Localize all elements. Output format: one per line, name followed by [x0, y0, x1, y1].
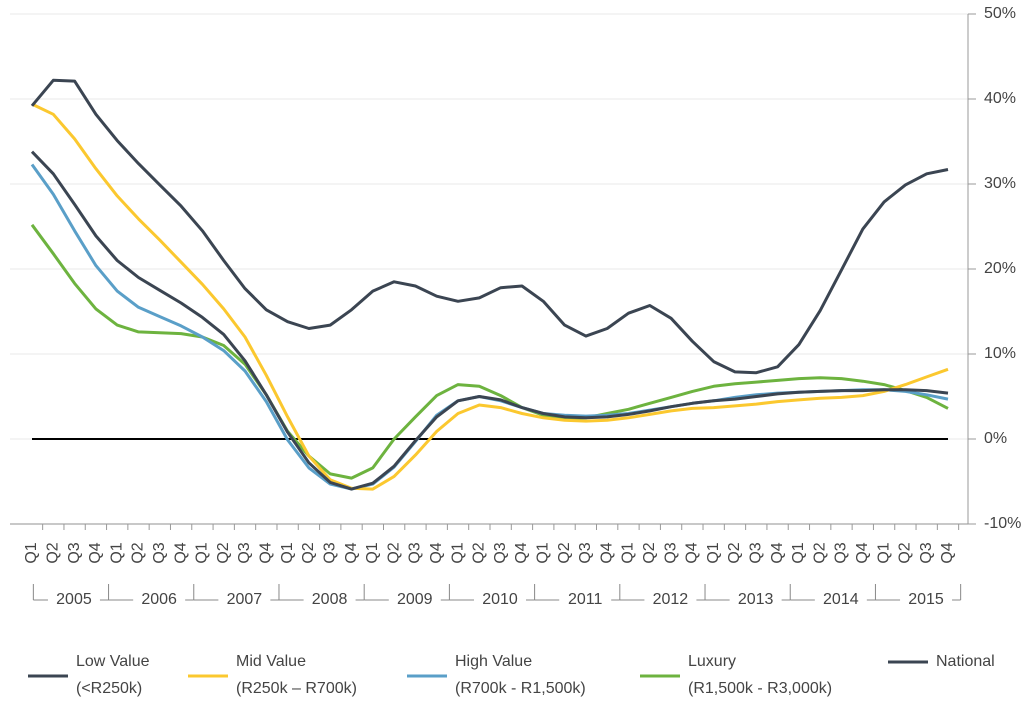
x-tick-label: Q2	[471, 542, 488, 563]
x-tick-label: Q2	[897, 542, 914, 563]
legend-label: Luxury	[688, 653, 736, 670]
x-tick-label: Q4	[939, 542, 956, 563]
x-tick-label: Q2	[641, 542, 658, 563]
x-tick-label: Q4	[258, 542, 275, 563]
x-tick-label: Q1	[279, 542, 296, 563]
x-tick-label: Q3	[236, 542, 253, 563]
legend-label: Mid Value	[236, 653, 306, 670]
x-tick-label: Q2	[556, 542, 573, 563]
x-tick-label: Q4	[428, 542, 445, 563]
x-tick-label: Q2	[130, 542, 147, 563]
y-tick-label: 20%	[984, 260, 1016, 277]
legend-label: Low Value	[76, 653, 150, 670]
x-group-label: 2005	[56, 591, 92, 608]
x-tick-label: Q1	[875, 542, 892, 563]
y-tick-label: 30%	[984, 175, 1016, 192]
legend-label: National	[936, 653, 995, 670]
x-tick-label: Q3	[492, 542, 509, 563]
series-line	[30, 223, 949, 480]
x-tick-label: Q1	[364, 542, 381, 563]
series-line	[30, 150, 949, 491]
y-tick-label: 10%	[984, 345, 1016, 362]
x-group-label: 2006	[141, 591, 177, 608]
x-tick-label: Q4	[684, 542, 701, 563]
x-tick-label: Q2	[811, 542, 828, 563]
x-tick-label: Q1	[194, 542, 211, 563]
x-tick-label: Q2	[726, 542, 743, 563]
x-tick-label: Q1	[23, 542, 40, 563]
x-tick-label: Q4	[172, 542, 189, 563]
y-tick-label: 40%	[984, 90, 1016, 107]
x-tick-label: Q1	[449, 542, 466, 563]
x-tick-label: Q1	[705, 542, 722, 563]
x-group-label: 2011	[568, 591, 603, 608]
legend-label: (<R250k)	[76, 680, 142, 697]
x-tick-label: Q2	[300, 542, 317, 563]
x-group-label: 2014	[823, 591, 859, 608]
x-tick-label: Q3	[407, 542, 424, 563]
legend-label: High Value	[455, 653, 532, 670]
x-tick-label: Q2	[385, 542, 402, 563]
x-tick-label: Q1	[534, 542, 551, 563]
x-tick-label: Q3	[918, 542, 935, 563]
x-group-label: 2008	[312, 591, 348, 608]
x-tick-label: Q1	[108, 542, 125, 563]
x-tick-label: Q3	[747, 542, 764, 563]
x-group-label: 2007	[227, 591, 263, 608]
legend-label: (R250k – R700k)	[236, 680, 357, 697]
x-tick-label: Q2	[45, 542, 62, 563]
x-tick-label: Q3	[66, 542, 83, 563]
x-tick-label: Q3	[321, 542, 338, 563]
x-tick-label: Q4	[87, 542, 104, 563]
y-tick-label: -10%	[984, 515, 1021, 532]
x-tick-label: Q1	[620, 542, 637, 563]
series-line	[31, 102, 949, 491]
x-tick-label: Q4	[854, 542, 871, 563]
x-group-label: 2013	[738, 591, 774, 608]
legend-label: (R700k - R1,500k)	[455, 680, 586, 697]
series-line	[30, 78, 949, 375]
x-group-label: 2010	[482, 591, 518, 608]
x-tick-label: Q3	[577, 542, 594, 563]
legend-label: (R1,500k - R3,000k)	[688, 680, 832, 697]
x-tick-label: Q3	[662, 542, 679, 563]
x-tick-label: Q2	[215, 542, 232, 563]
x-tick-label: Q4	[513, 542, 530, 563]
x-tick-label: Q4	[598, 542, 615, 563]
x-group-label: 2009	[397, 591, 433, 608]
x-tick-label: Q1	[790, 542, 807, 563]
x-tick-label: Q3	[833, 542, 850, 563]
x-group-label: 2012	[653, 591, 689, 608]
x-tick-label: Q4	[343, 542, 360, 563]
y-tick-label: 0%	[984, 430, 1007, 447]
x-group-label: 2015	[908, 591, 944, 608]
x-tick-label: Q4	[769, 542, 786, 563]
y-tick-label: 50%	[984, 5, 1016, 22]
x-tick-label: Q3	[151, 542, 168, 563]
